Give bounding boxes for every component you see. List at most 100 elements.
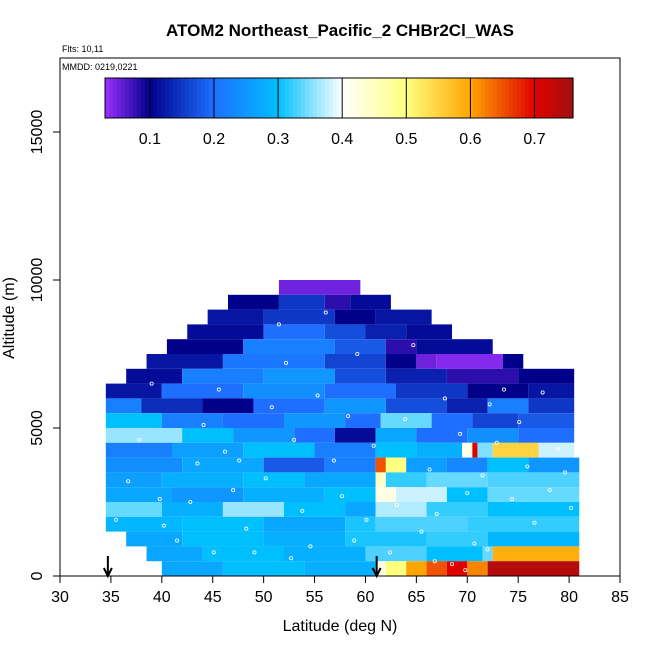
colorbar-swatch — [429, 78, 434, 118]
x-tick-label: 40 — [153, 589, 171, 606]
x-axis-label: Latitude (deg N) — [283, 618, 398, 635]
heatmap-cell — [426, 472, 488, 488]
heatmap-cell — [105, 516, 183, 532]
colorbar-swatch — [173, 78, 178, 118]
colorbar-swatch — [441, 78, 446, 118]
colorbar-swatch — [405, 78, 410, 118]
heatmap-cell — [385, 561, 407, 576]
colorbar-swatch — [469, 78, 474, 118]
colorbar-swatch — [241, 78, 246, 118]
colorbar-swatch — [565, 78, 570, 118]
heatmap-cell — [518, 428, 575, 443]
heatmap-cell — [385, 339, 417, 354]
colorbar-swatch — [369, 78, 374, 118]
heatmap-cell — [487, 457, 529, 473]
heatmap-cell — [284, 413, 346, 428]
x-tick-label: 80 — [560, 589, 578, 606]
sample-point — [419, 529, 424, 534]
heatmap-cell — [243, 339, 335, 354]
heatmap-cell — [263, 368, 335, 384]
heatmap-cell — [228, 294, 279, 310]
colorbar-swatch — [465, 78, 470, 118]
sample-point — [387, 550, 392, 555]
colorbar-swatch — [205, 78, 210, 118]
colorbar-swatch — [149, 78, 154, 118]
heatmap-cell — [263, 309, 335, 325]
colorbar-swatch — [213, 78, 218, 118]
sample-point — [195, 461, 200, 466]
heatmap-cell — [416, 354, 437, 369]
heatmap-cell — [263, 516, 346, 532]
heatmap-cell — [324, 294, 351, 310]
colorbar-swatch — [201, 78, 206, 118]
heatmap-cell — [365, 324, 407, 340]
x-tick-label: 55 — [306, 589, 324, 606]
colorbar-swatch — [153, 78, 158, 118]
colorbar-swatch — [225, 78, 230, 118]
colorbar-swatch — [301, 78, 306, 118]
colorbar-swatch — [293, 78, 298, 118]
colorbar-swatch — [233, 78, 238, 118]
heatmap-cell — [487, 531, 580, 547]
heatmap-cell — [172, 487, 244, 502]
heatmap-cell — [278, 280, 361, 295]
sample-point — [323, 310, 328, 315]
sample-point — [547, 488, 552, 493]
heatmap-cell — [126, 368, 183, 384]
sample-point — [201, 423, 206, 428]
heatmap-cell — [385, 398, 447, 414]
colorbar-swatch — [517, 78, 522, 118]
heatmap-cell — [345, 502, 376, 517]
heatmap-cell — [350, 294, 391, 310]
colorbar-swatch — [541, 78, 546, 118]
heatmap-cell — [334, 339, 386, 354]
sample-point — [211, 550, 216, 555]
heatmap-cell — [161, 472, 244, 488]
heatmap-cell — [528, 398, 575, 414]
heatmap-cell — [406, 561, 427, 576]
colorbar-swatch — [537, 78, 542, 118]
colorbar-swatch — [321, 78, 326, 118]
heatmap-cell — [467, 383, 529, 399]
heatmap-cell — [375, 472, 386, 488]
colorbar-swatch — [305, 78, 310, 118]
colorbar-swatch — [141, 78, 146, 118]
heatmap-cell — [334, 309, 376, 325]
colorbar-swatch — [157, 78, 162, 118]
colorbar-swatch — [113, 78, 118, 118]
sample-point — [411, 343, 416, 348]
sample-point — [449, 562, 454, 567]
colorbar-swatch — [385, 78, 390, 118]
heatmap-cell — [518, 413, 575, 428]
x-tick-label: 50 — [255, 589, 273, 606]
colorbar-swatch — [433, 78, 438, 118]
sample-point — [501, 387, 506, 392]
sample-point — [126, 479, 131, 484]
colorbar-swatch — [285, 78, 290, 118]
sample-point — [300, 508, 305, 513]
colorbar-swatch — [345, 78, 350, 118]
colorbar-swatch — [361, 78, 366, 118]
colorbar-swatch — [485, 78, 490, 118]
sample-points — [114, 310, 574, 573]
heatmap-cell — [105, 383, 162, 399]
colorbar-swatch — [393, 78, 398, 118]
heatmap-cell — [243, 472, 305, 488]
heatmap-cell — [314, 442, 376, 458]
heatmap-cell — [243, 487, 325, 502]
heatmap-cell — [182, 368, 264, 384]
colorbar-swatch — [553, 78, 558, 118]
heatmap-cell — [436, 354, 503, 369]
sample-point — [540, 390, 545, 395]
colorbar-swatch — [317, 78, 322, 118]
colorbar-swatch — [185, 78, 190, 118]
colorbar-swatch — [161, 78, 166, 118]
heatmap-cell — [222, 502, 284, 517]
colorbar-swatch — [481, 78, 486, 118]
colorbar-swatch — [493, 78, 498, 118]
x-tick-label: 30 — [51, 589, 69, 606]
colorbar-swatch — [377, 78, 382, 118]
heatmap-cell — [278, 294, 325, 310]
heatmap-cell — [105, 487, 172, 502]
sample-point — [284, 360, 289, 365]
